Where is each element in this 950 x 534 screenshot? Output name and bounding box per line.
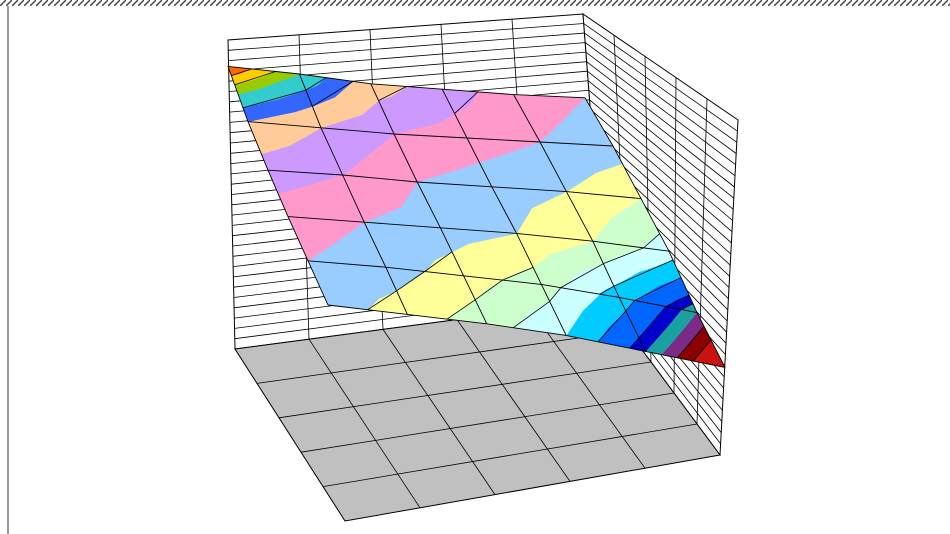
floor-gridline [456, 319, 571, 482]
surface-mesh-row [307, 260, 698, 314]
side-wall-gridline [587, 80, 735, 199]
contour-line [665, 294, 690, 307]
contour-line [603, 247, 644, 265]
contour-line [378, 86, 407, 101]
contour-line [502, 267, 534, 281]
surface-mesh-col [513, 94, 647, 352]
surface-mesh-row [267, 169, 642, 200]
back-wall-gridline [228, 23, 584, 51]
contour-line [396, 271, 425, 292]
contour-line [692, 339, 712, 362]
contour-line [231, 68, 252, 76]
side-wall-gridline [584, 42, 737, 154]
surface-mesh-col [584, 97, 726, 368]
contour-line [677, 326, 705, 359]
side-wall-gridline [585, 51, 736, 165]
surface-mesh-col [298, 73, 408, 315]
floor-gridline [308, 338, 421, 509]
surface-mesh-row [287, 216, 670, 252]
surface-mesh-col [227, 66, 329, 306]
side-wall-gridline [588, 89, 734, 210]
contour-line [454, 91, 479, 114]
contour-line [681, 303, 694, 310]
side-wall-gridline [590, 109, 733, 232]
floor-gridline [256, 330, 629, 384]
contour-line [643, 233, 660, 249]
floor-gridline [300, 392, 675, 453]
contour-line [424, 251, 453, 272]
back-wall-gridline [228, 42, 586, 72]
floor-gridline [530, 309, 646, 469]
side-wall-vline [696, 98, 708, 425]
side-wall-gridline [589, 99, 733, 221]
contour-line [599, 285, 615, 295]
contour-line [312, 81, 354, 107]
contour-line [634, 277, 682, 301]
surface-mesh-row [327, 304, 726, 368]
contour-line [597, 310, 627, 343]
side-wall-gridline [584, 32, 738, 143]
contour-line [629, 337, 640, 349]
surface-mesh-row [227, 65, 586, 99]
contour-line [549, 287, 562, 302]
contour-line [474, 279, 503, 301]
floor-gridline [322, 423, 698, 487]
contour-line [367, 290, 397, 311]
surface-mesh-col [370, 83, 488, 324]
floor-gridline [278, 361, 652, 419]
contour-line [305, 77, 327, 91]
surface-mesh-row [247, 121, 614, 147]
chart-top-border [0, 0, 950, 6]
floor-group [234, 299, 721, 522]
contour-line [446, 299, 476, 320]
contour-line [625, 300, 636, 312]
side-wall-gridline [587, 70, 735, 188]
contour-line [613, 259, 674, 287]
floor-gridline [382, 329, 496, 495]
side-wall-gridline [583, 23, 738, 132]
contour-line [242, 89, 306, 109]
contour-line [234, 71, 276, 86]
back-wall-gridline [228, 32, 585, 61]
side-wall-gridline [590, 118, 732, 244]
surface-mesh-col [441, 88, 567, 336]
contour-line [513, 301, 550, 328]
surface-group [227, 65, 726, 369]
side-wall-gridline [586, 61, 736, 177]
contour-line [560, 263, 604, 288]
contour-line [638, 306, 667, 339]
